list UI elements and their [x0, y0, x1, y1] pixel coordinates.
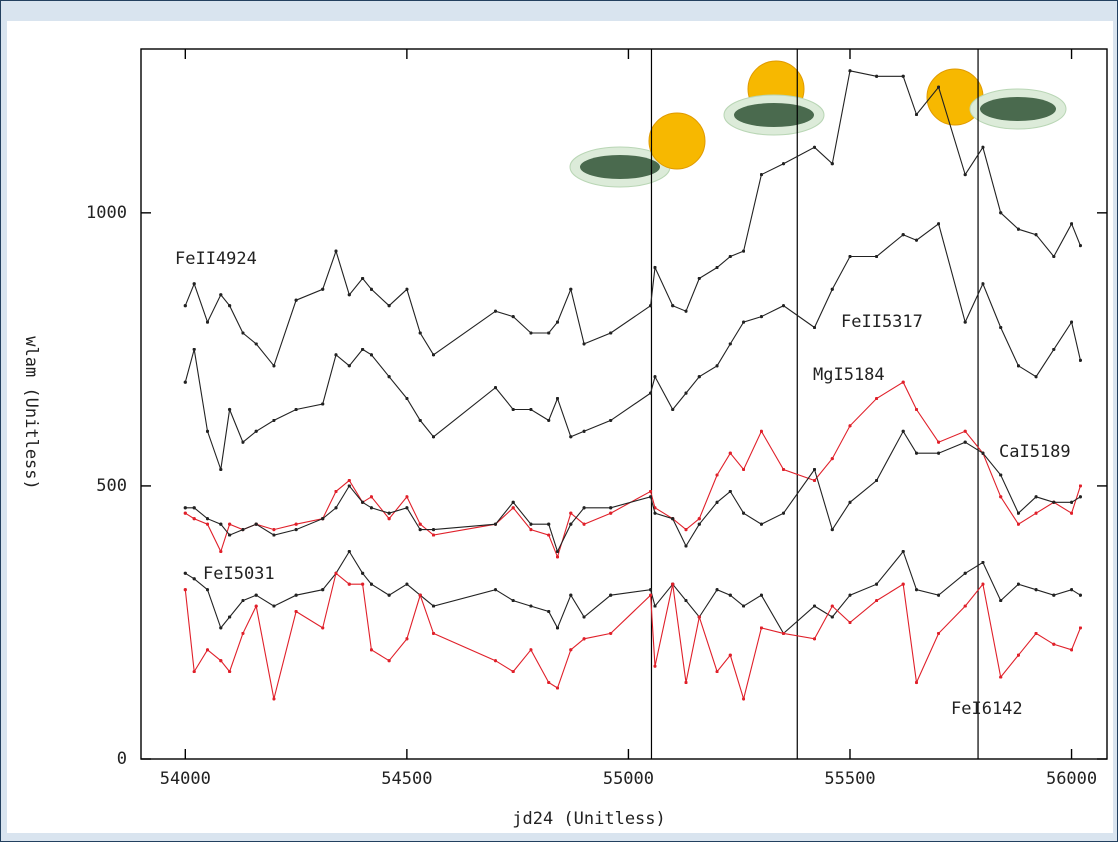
- series-line: [183, 571, 1083, 701]
- icon-disk-3: [926, 68, 1067, 130]
- plot-frame: [140, 48, 1108, 760]
- series-label: FeII4924: [175, 249, 257, 269]
- y-tick-label: 500: [96, 476, 127, 496]
- y-axis-label: wlam (Unitless): [21, 336, 41, 490]
- icon-disk-2: [723, 60, 825, 136]
- series-line: [183, 429, 1083, 554]
- x-tick-label: 55000: [603, 769, 654, 789]
- x-tick-label: 54500: [381, 769, 432, 789]
- series-line: [183, 549, 1083, 636]
- x-tick-label: 55500: [824, 769, 875, 789]
- series-label: MgI5184: [813, 365, 885, 385]
- series-label: FeI6142: [951, 699, 1023, 719]
- x-axis-label: jd24 (Unitless): [512, 809, 666, 829]
- series-label: FeII5317: [841, 312, 923, 332]
- x-tick-label: 56000: [1046, 769, 1097, 789]
- icon-disk-1: [569, 112, 706, 188]
- series-label: FeI5031: [203, 564, 275, 584]
- series-line: [183, 380, 1083, 559]
- y-tick-label: 0: [117, 749, 127, 769]
- series-label: CaI5189: [999, 442, 1071, 462]
- chart: jd24 (Unitless) wlam (Unitless) 54000 545…: [7, 21, 1113, 833]
- x-tick-label: 54000: [160, 769, 211, 789]
- y-tick-label: 1000: [86, 203, 127, 223]
- series-line: [183, 222, 1083, 472]
